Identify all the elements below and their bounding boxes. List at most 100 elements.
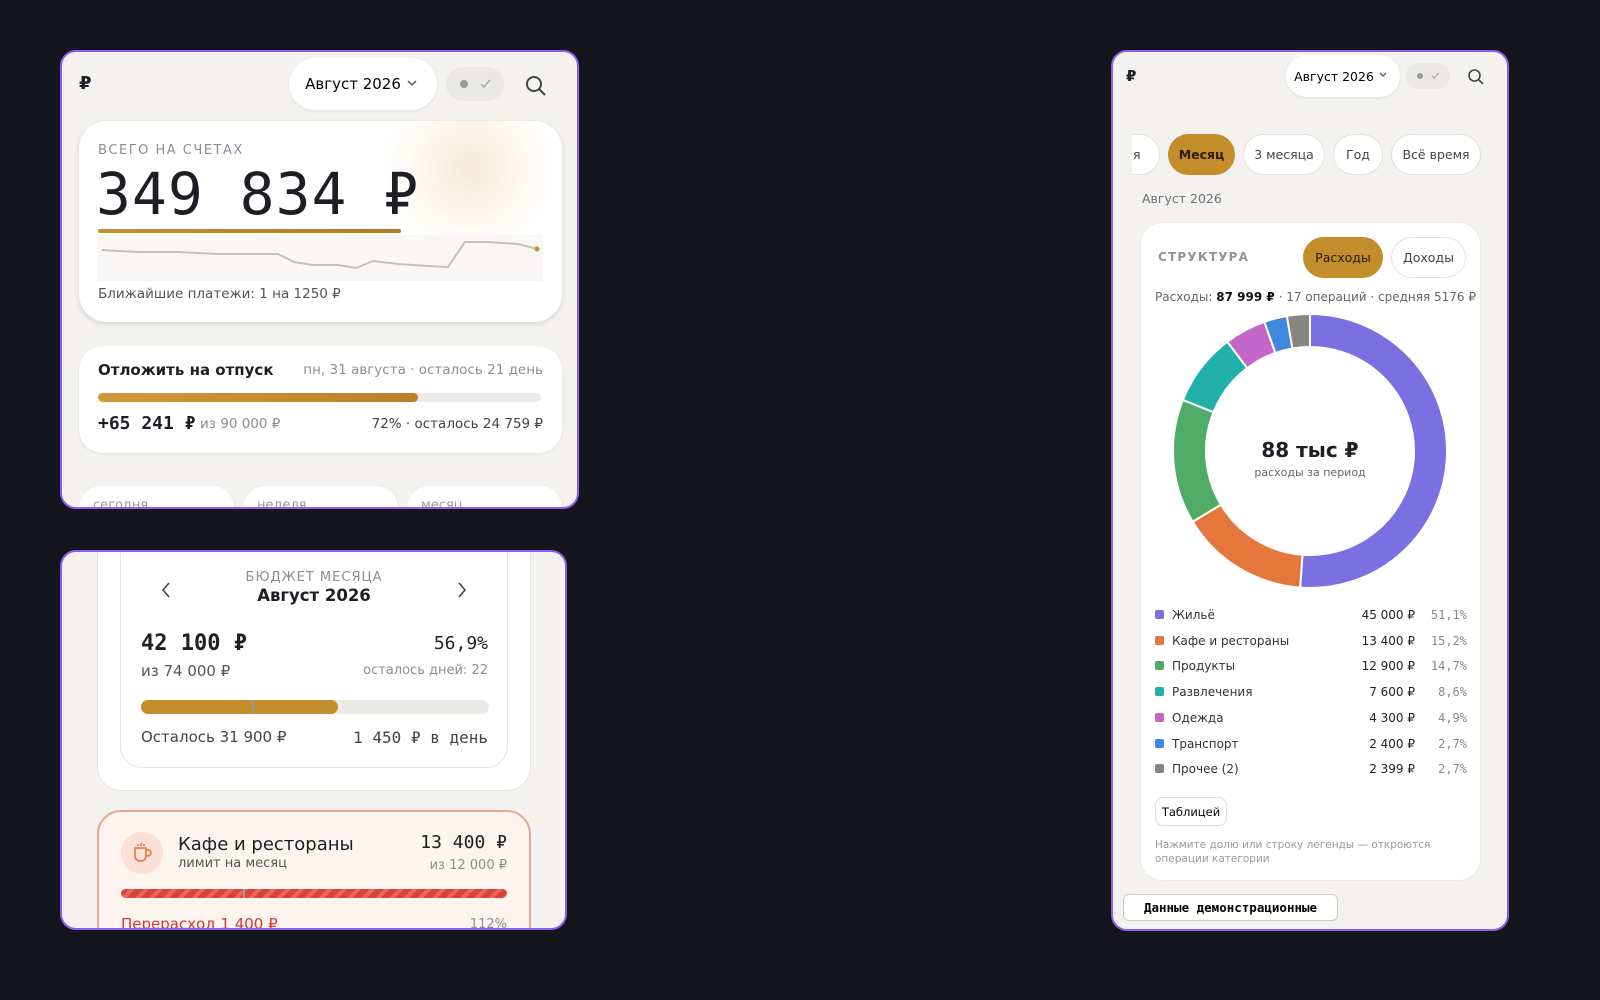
per-day: 1 450 ₽ в день bbox=[353, 728, 488, 747]
legend-swatch bbox=[1155, 635, 1164, 645]
period-tab[interactable]: Год bbox=[1333, 134, 1383, 175]
legend-row[interactable]: Развлечения 7 600 ₽ 8,6% bbox=[1155, 683, 1467, 701]
range-chip[interactable]: месяц bbox=[407, 486, 562, 509]
legend-row[interactable]: Продукты 12 900 ₽ 14,7% bbox=[1155, 657, 1467, 675]
home-panel: ₽ Август 2026 ВСЕГО НА СЧЕТАХ 349 834 ₽ … bbox=[60, 50, 579, 509]
prev[interactable] bbox=[159, 580, 173, 600]
budget-fill bbox=[141, 700, 338, 714]
range-chip-label: сегодня bbox=[93, 498, 149, 509]
budget-remaining: Осталось 31 900 ₽ bbox=[141, 728, 287, 746]
overspend: Перерасход 1 400 ₽ bbox=[121, 915, 278, 930]
budget-label: БЮДЖЕТ МЕСЯЦА bbox=[245, 570, 383, 585]
legend-amount: 7 600 ₽ bbox=[1369, 685, 1415, 700]
hint: Нажмите долю или строку легенды — открою… bbox=[1155, 839, 1431, 865]
balance-label: ВСЕГО НА СЧЕТАХ bbox=[98, 143, 244, 158]
legend-percent: 51,1% bbox=[1430, 608, 1467, 622]
legend-label: Одежда bbox=[1172, 710, 1224, 725]
legend-percent: 4,9% bbox=[1438, 710, 1467, 725]
legend-row[interactable]: Одежда 4 300 ₽ 4,9% bbox=[1155, 709, 1467, 727]
month-text: Август 2026 bbox=[1294, 68, 1374, 84]
category-of: из 12 000 ₽ bbox=[429, 858, 507, 873]
legend-percent: 14,7% bbox=[1430, 659, 1467, 674]
toggle-icons bbox=[1417, 72, 1440, 79]
donut-segment[interactable] bbox=[1172, 398, 1223, 524]
category-card[interactable]: Кафе и рестораны лимит на месяц 13 400 ₽… bbox=[97, 810, 531, 930]
category-percent: 112% bbox=[469, 917, 507, 930]
range-chip[interactable]: неделя bbox=[243, 486, 398, 507]
summary-total: 87 999 ₽ bbox=[1216, 290, 1275, 304]
category-name: Кафе и рестораны bbox=[178, 834, 354, 855]
period-tab[interactable]: Всё время bbox=[1391, 134, 1481, 175]
toggle[interactable] bbox=[446, 67, 504, 101]
goal-date: пн, 31 августа · осталось 21 день bbox=[303, 362, 543, 378]
toggle-income[interactable]: Доходы bbox=[1391, 237, 1466, 278]
balance-card: ВСЕГО НА СЧЕТАХ 349 834 ₽ Ближайшие плат… bbox=[79, 121, 562, 322]
legend-label: Развлечения bbox=[1172, 685, 1253, 700]
legend-swatch bbox=[1155, 738, 1164, 748]
toggle[interactable] bbox=[1406, 63, 1450, 89]
period-tab[interactable]: Месяц bbox=[1168, 134, 1235, 175]
goal-of: из 90 000 ₽ bbox=[200, 416, 281, 432]
underline bbox=[98, 229, 401, 233]
legend-percent: 15,2% bbox=[1430, 633, 1467, 648]
legend-amount: 45 000 ₽ bbox=[1361, 608, 1415, 622]
legend-amount: 4 300 ₽ bbox=[1369, 710, 1415, 725]
center-value: 88 тыс ₽ bbox=[1261, 438, 1358, 462]
goal-card[interactable]: Отложить на отпуск пн, 31 августа · оста… bbox=[79, 346, 562, 453]
budget-spent: 42 100 ₽ bbox=[141, 631, 247, 656]
budget-month: Август 2026 bbox=[257, 586, 371, 605]
donut-segment[interactable] bbox=[1285, 312, 1311, 350]
overspend-bar bbox=[121, 889, 507, 898]
goal-title: Отложить на отпуск bbox=[98, 361, 274, 379]
legend-label: Жильё bbox=[1172, 608, 1215, 622]
category-icon bbox=[121, 832, 163, 874]
period-label: Август 2026 bbox=[1142, 191, 1222, 206]
goal-track bbox=[98, 393, 541, 402]
donut-segment[interactable] bbox=[1191, 503, 1304, 589]
legend-row[interactable]: Жильё 45 000 ₽ 51,1% bbox=[1155, 606, 1467, 624]
balance-total: 349 834 ₽ bbox=[96, 160, 420, 228]
legend-label: Транспорт bbox=[1172, 736, 1239, 751]
legend-swatch bbox=[1155, 661, 1164, 671]
legend-row[interactable]: Транспорт 2 400 ₽ 2,7% bbox=[1155, 735, 1467, 753]
legend-percent: 2,7% bbox=[1438, 762, 1467, 777]
legend-label: Кафе и рестораны bbox=[1172, 633, 1290, 648]
legend-label: Прочее (2) bbox=[1172, 762, 1239, 777]
search-icon[interactable] bbox=[524, 74, 548, 98]
budget-of: из 74 000 ₽ bbox=[141, 662, 231, 680]
legend-amount: 13 400 ₽ bbox=[1361, 633, 1415, 648]
goal-amount: +65 241 ₽ bbox=[98, 413, 196, 434]
legend-swatch bbox=[1155, 712, 1164, 722]
limit-tick bbox=[243, 889, 245, 898]
toggle-expenses[interactable]: Расходы bbox=[1303, 237, 1383, 278]
month-picker[interactable]: Август 2026 bbox=[289, 58, 437, 110]
next[interactable] bbox=[455, 580, 469, 600]
structure-title: СТРУКТУРА bbox=[1158, 250, 1250, 264]
range-chip-label: месяц bbox=[421, 498, 463, 509]
legend-row[interactable]: Кафе и рестораны 13 400 ₽ 15,2% bbox=[1155, 632, 1467, 650]
budget-card: БЮДЖЕТ МЕСЯЦА Август 2026 42 100 ₽ 56,9%… bbox=[120, 552, 508, 768]
sparkline bbox=[98, 235, 543, 281]
structure-card: СТРУКТУРА Расходы Доходы Расходы: 87 999… bbox=[1140, 222, 1481, 881]
table-button[interactable]: Таблицей bbox=[1155, 797, 1227, 826]
donut-chart: 88 тыс ₽ расходы за период bbox=[1172, 312, 1448, 589]
pace-tick bbox=[252, 700, 254, 714]
legend-swatch bbox=[1155, 610, 1164, 619]
period-tab[interactable]: Неделя bbox=[1132, 134, 1160, 175]
month-picker[interactable]: Август 2026 bbox=[1286, 55, 1400, 97]
range-chip[interactable]: сегодня bbox=[79, 486, 234, 509]
search-icon[interactable] bbox=[1467, 68, 1485, 86]
period-tab[interactable]: 3 месяца bbox=[1243, 134, 1325, 175]
donut-segment[interactable] bbox=[1299, 312, 1448, 589]
logo: ₽ bbox=[1126, 67, 1137, 85]
goal-status: 72% · осталось 24 759 ₽ bbox=[371, 416, 543, 432]
legend-swatch bbox=[1155, 764, 1164, 774]
legend-row[interactable]: Прочее (2) 2 399 ₽ 2,7% bbox=[1155, 760, 1467, 778]
legend-amount: 2 399 ₽ bbox=[1369, 762, 1415, 777]
center-caption: расходы за период bbox=[1254, 466, 1366, 479]
toggle-icons bbox=[460, 79, 491, 89]
category-subtitle: лимит на месяц bbox=[178, 856, 287, 871]
demo-badge: Данные демонстрационные bbox=[1123, 894, 1338, 921]
